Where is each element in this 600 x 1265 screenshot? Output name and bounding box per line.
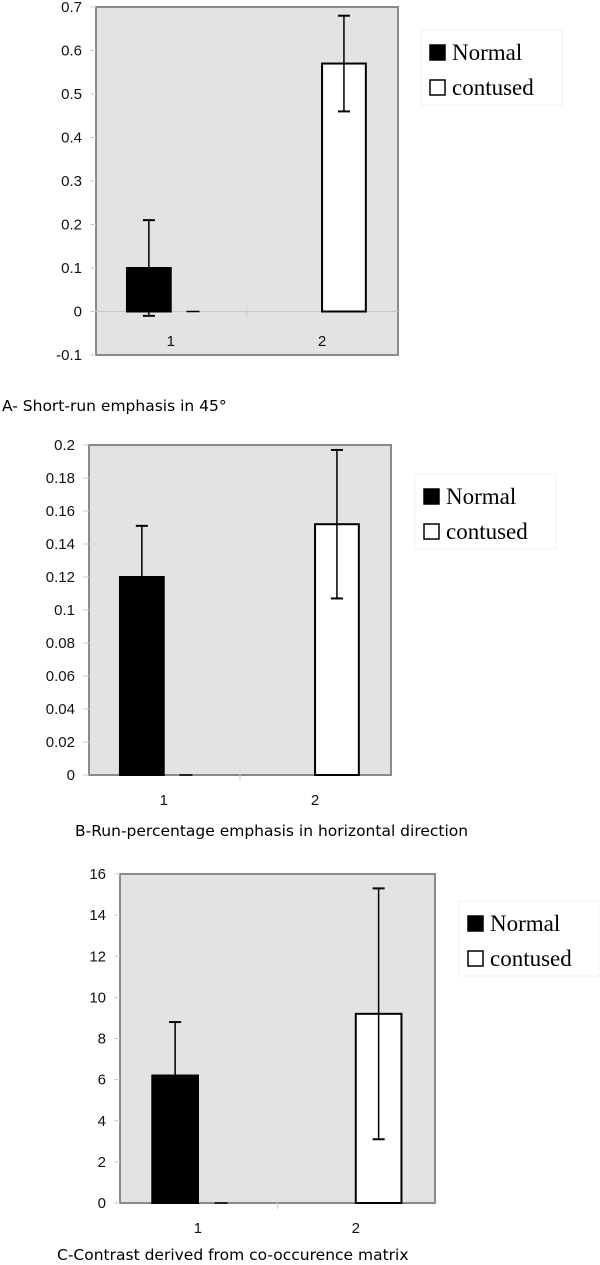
x-tick-label: 2	[318, 333, 326, 350]
legend-label-normal: Normal	[446, 484, 516, 509]
y-tick-label: 0.08	[46, 635, 75, 652]
y-tick-label: 0.2	[54, 437, 75, 454]
chart-caption: C-Contrast derived from co-occurence mat…	[57, 1246, 409, 1264]
x-tick-label: 1	[167, 333, 175, 350]
y-tick-label: 2	[98, 1154, 106, 1171]
y-tick-label: 0	[74, 304, 82, 321]
y-tick-label: 0.1	[61, 260, 82, 277]
y-tick-label: 6	[98, 1072, 106, 1089]
y-tick-label: 0.1	[54, 602, 75, 619]
y-tick-label: 14	[89, 907, 106, 924]
y-tick-label: 0.6	[61, 43, 82, 60]
legend-swatch-contused	[423, 523, 440, 540]
x-tick-label: 2	[311, 792, 319, 809]
y-tick-label: 4	[98, 1113, 106, 1130]
y-tick-label: 0	[98, 1195, 106, 1212]
legend-swatch-contused	[467, 950, 484, 967]
y-tick-label: 12	[89, 948, 106, 965]
chart-caption: A- Short-run emphasis in 45°	[2, 397, 227, 415]
y-tick-label: 10	[89, 989, 106, 1006]
y-tick-label: 0	[67, 767, 75, 784]
legend-swatch-normal	[429, 44, 446, 61]
y-tick-label: 0.02	[46, 734, 75, 751]
chart-caption: B-Run-percentage emphasis in horizontal …	[75, 822, 468, 840]
y-tick-label: 0.06	[46, 668, 75, 685]
y-tick-label: 0.2	[61, 217, 82, 234]
y-tick-label: 0.7	[61, 0, 82, 16]
y-tick-label: 0.16	[46, 503, 75, 520]
y-tick-label: 0.12	[46, 569, 75, 586]
y-tick-label: 0.18	[46, 470, 75, 487]
legend-label-contused: contused	[452, 75, 534, 100]
legend: Normal contused	[420, 29, 563, 106]
y-tick-label: 8	[98, 1031, 106, 1048]
legend-label-contused: contused	[490, 946, 572, 971]
chart-b: 0 0.02 0.04 0.06 0.08 0.1 0.12 0.14 0.16 0.18 0.2 1…	[46, 437, 557, 840]
chart-a: -0.1 0 0.1 0.2 0.3 0.4 0.5 0.6 0.7 1 2 Normal contus…	[2, 0, 563, 415]
legend-swatch-normal	[423, 488, 440, 505]
y-tick-label: 16	[89, 866, 106, 883]
y-tick-label: 0.14	[46, 536, 75, 553]
legend: Normal contused	[414, 473, 557, 550]
legend: Normal contused	[458, 900, 600, 977]
y-tick-label: 0.5	[61, 86, 82, 103]
x-tick-label: 1	[160, 792, 168, 809]
legend-label-normal: Normal	[452, 40, 522, 65]
legend-swatch-contused	[429, 79, 446, 96]
y-tick-label: -0.1	[56, 347, 82, 364]
legend-label-contused: contused	[446, 519, 528, 544]
y-tick-label: 0.3	[61, 173, 82, 190]
y-tick-label: 0.4	[61, 130, 82, 147]
x-tick-label: 2	[352, 1220, 360, 1237]
legend-label-normal: Normal	[490, 911, 560, 936]
x-tick-label: 1	[194, 1220, 202, 1237]
legend-swatch-normal	[467, 915, 484, 932]
y-tick-label: 0.04	[46, 701, 75, 718]
